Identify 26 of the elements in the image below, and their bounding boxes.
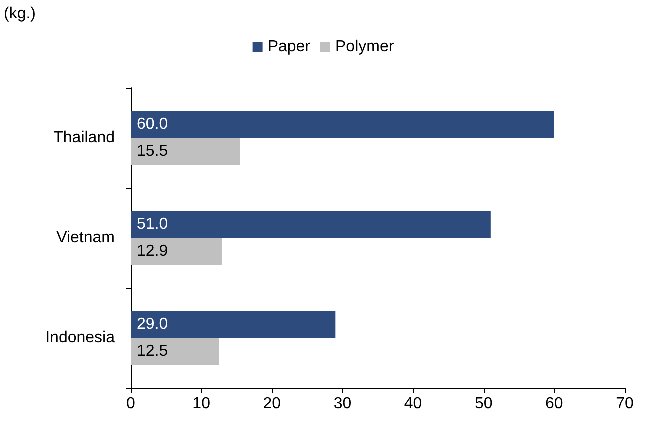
- legend-label: Polymer: [336, 38, 395, 56]
- data-label: 12.9: [137, 243, 168, 260]
- legend-label: Paper: [268, 38, 312, 56]
- y-tick-label: Vietnam: [56, 230, 115, 246]
- x-tick-label: 50: [474, 396, 493, 412]
- x-tick-label: 70: [616, 396, 634, 412]
- x-tick-label: 40: [404, 396, 422, 412]
- x-tick-label: 60: [546, 396, 564, 412]
- bar: [131, 211, 491, 238]
- bar: [131, 238, 222, 265]
- y-tick-label: Thailand: [54, 130, 115, 146]
- bar: [131, 338, 220, 365]
- x-tick-label: 30: [334, 396, 352, 412]
- data-label: 12.5: [137, 343, 168, 360]
- bar: [131, 311, 336, 338]
- y-tick-label: Indonesia: [46, 330, 116, 346]
- x-tick-label: 10: [192, 396, 211, 412]
- data-label: 29.0: [137, 316, 168, 333]
- data-label: 15.5: [137, 143, 168, 160]
- x-tick-label: 20: [263, 396, 282, 412]
- x-tick-label: 0: [126, 396, 136, 412]
- y-axis-title: (kg.): [4, 6, 36, 22]
- data-label: 51.0: [137, 216, 168, 233]
- bar: [131, 111, 554, 138]
- bar: [131, 138, 240, 165]
- data-label: 60.0: [137, 116, 168, 133]
